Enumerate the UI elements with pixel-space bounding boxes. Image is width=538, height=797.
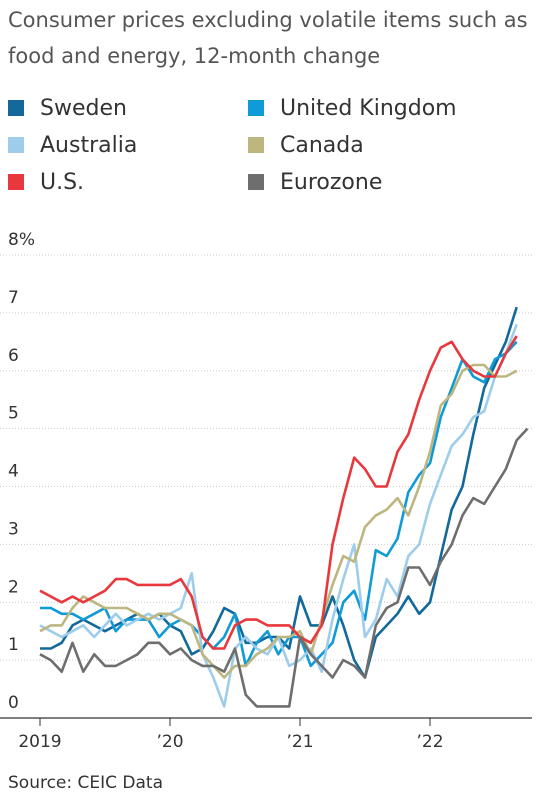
x-tick-label: ’22 [416, 732, 443, 752]
series-line [39, 323, 518, 708]
legend-label: Eurozone [280, 170, 382, 195]
legend-label: Sweden [40, 96, 127, 121]
legend-swatch [8, 174, 24, 190]
y-tick-label: 7 [8, 288, 19, 308]
series-line [40, 340, 518, 668]
y-tick-label: 3 [8, 519, 19, 539]
x-tick-label: 2019 [18, 732, 61, 752]
y-tick-label: 4 [8, 462, 19, 482]
legend-label: United Kingdom [280, 96, 457, 121]
legend-swatch [8, 137, 24, 153]
legend-swatch [8, 100, 24, 116]
legend-swatch [248, 174, 264, 190]
series-line [39, 335, 518, 650]
y-tick-label: 8% [8, 230, 35, 250]
y-tick-label: 2 [8, 577, 19, 597]
y-tick-label: 0 [8, 693, 19, 713]
legend-label: Canada [280, 133, 364, 158]
y-tick-label: 6 [8, 346, 19, 366]
source-note: Source: CEIC Data [8, 773, 163, 793]
y-tick-label: 5 [8, 404, 19, 424]
x-tick-label: ’20 [156, 732, 183, 752]
legend-label: U.S. [40, 170, 84, 195]
legend-swatch [248, 137, 264, 153]
series-line [39, 363, 518, 679]
legend-swatch [248, 100, 264, 116]
x-tick-label: ’21 [286, 732, 313, 752]
legend-label: Australia [40, 133, 137, 158]
y-tick-label: 1 [8, 635, 19, 655]
series-line [39, 427, 529, 708]
chart-title: Consumer prices excluding volatile items… [8, 8, 528, 68]
